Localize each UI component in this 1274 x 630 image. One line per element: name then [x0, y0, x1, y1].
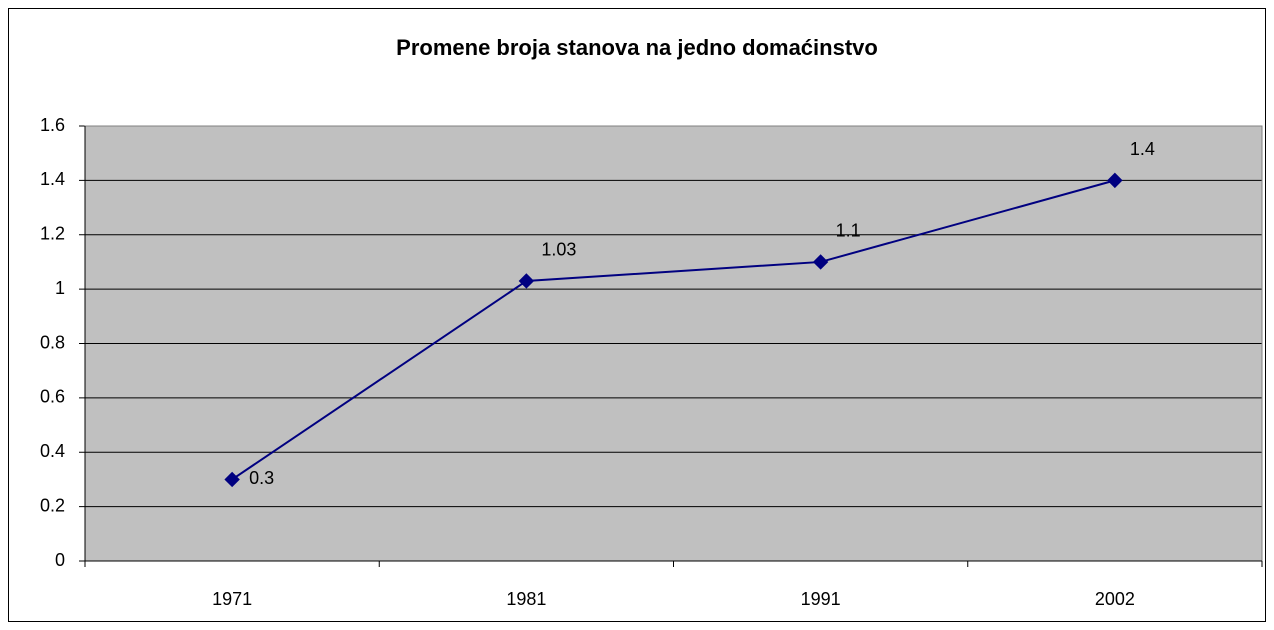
y-tick-label: 0.2: [40, 495, 65, 515]
y-tick-label: 1: [55, 278, 65, 298]
x-tick-label: 1991: [801, 589, 841, 609]
data-point: [1107, 172, 1123, 189]
y-tick-label: 0.6: [40, 387, 65, 407]
y-tick-label: 1.2: [40, 224, 65, 244]
data-label: 1.1: [836, 221, 861, 241]
y-tick-label: 0.4: [40, 441, 65, 461]
x-tick-label: 2002: [1095, 589, 1135, 609]
data-point: [518, 273, 535, 289]
data-label: 0.3: [249, 468, 274, 488]
y-tick-label: 0.8: [40, 332, 65, 352]
y-tick-label: 1.6: [40, 115, 65, 135]
data-point: [224, 471, 240, 488]
chart-title: Promene broja stanova na jedno domaćinst…: [396, 35, 878, 60]
x-tick-label: 1971: [212, 589, 252, 609]
x-tick-label: 1981: [506, 589, 546, 609]
data-line: [231, 179, 1116, 481]
data-label: 1.4: [1130, 139, 1155, 159]
y-tick-label: 0: [55, 550, 65, 570]
y-tick-label: 1.4: [40, 169, 65, 189]
data-label: 1.03: [541, 240, 576, 260]
data-point: [812, 254, 829, 270]
